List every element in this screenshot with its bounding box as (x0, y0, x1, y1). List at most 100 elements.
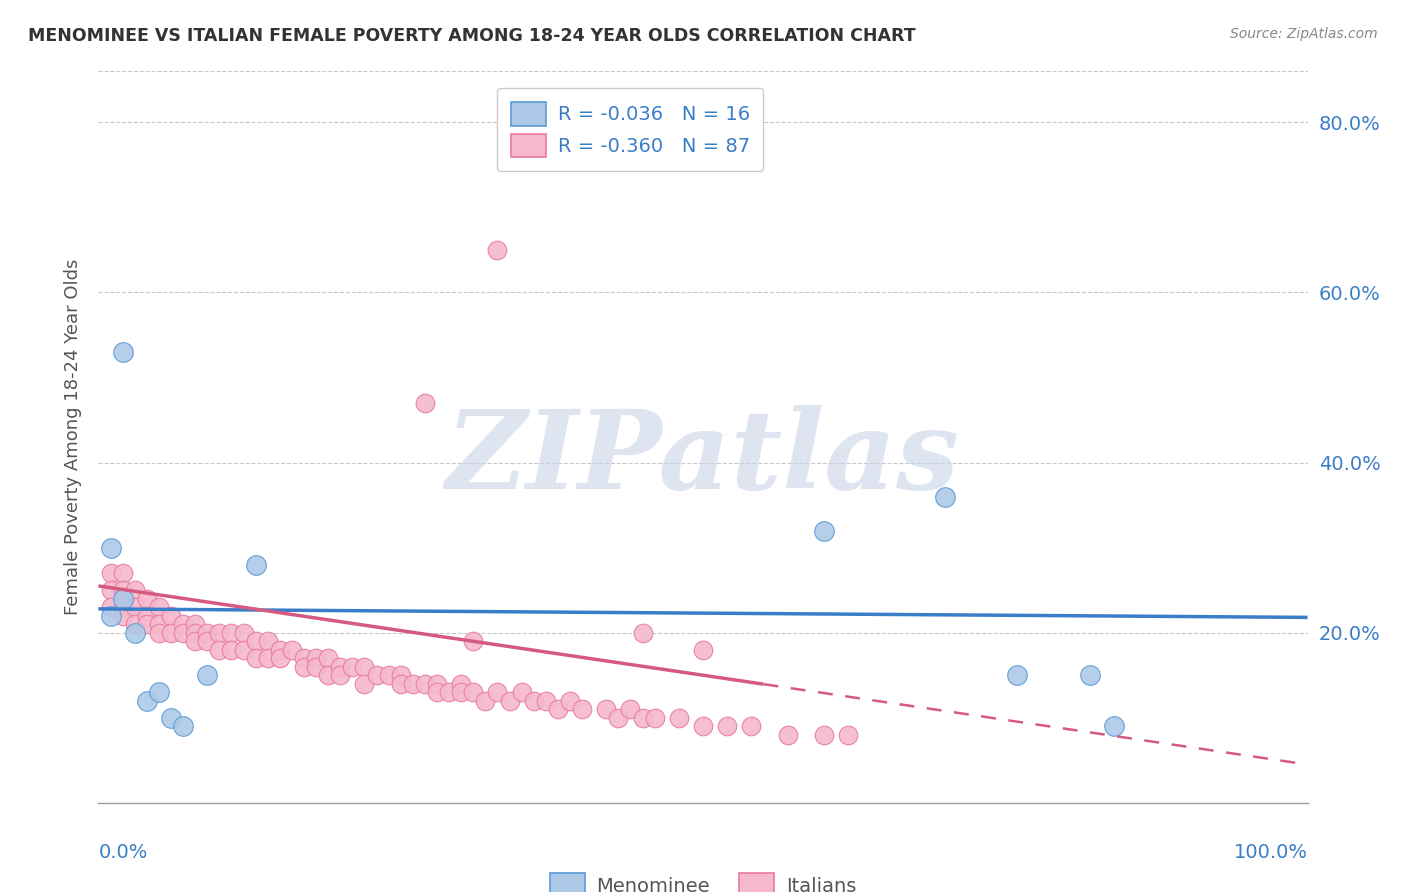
Point (619, 702, 641, 716)
Point (498, 694, 520, 708)
Point (148, 600, 170, 615)
Point (184, 634, 207, 648)
Point (221, 642, 243, 657)
Point (135, 694, 157, 708)
Point (353, 659, 375, 673)
Point (100, 541, 122, 555)
Point (245, 651, 267, 665)
Point (631, 711, 654, 725)
Point (111, 345, 134, 359)
Point (100, 608, 122, 623)
Point (305, 659, 328, 673)
Point (389, 677, 412, 691)
Point (558, 694, 581, 708)
Point (292, 651, 315, 665)
Point (329, 659, 352, 673)
Point (172, 719, 194, 733)
Point (100, 583, 122, 598)
Point (402, 677, 425, 691)
Point (486, 685, 509, 699)
Point (413, 677, 436, 691)
Point (245, 634, 267, 648)
Point (463, 634, 485, 648)
Point (184, 625, 207, 640)
Point (111, 600, 134, 615)
Point (111, 591, 134, 606)
Point (329, 668, 352, 682)
Point (172, 625, 194, 640)
Point (837, 728, 859, 742)
Y-axis label: Female Poverty Among 18-24 Year Olds: Female Poverty Among 18-24 Year Olds (63, 259, 82, 615)
Point (813, 728, 835, 742)
Point (232, 625, 254, 640)
Point (256, 634, 278, 648)
Point (160, 625, 183, 640)
Point (160, 711, 183, 725)
Point (474, 694, 496, 708)
Point (292, 659, 315, 673)
Point (172, 617, 194, 632)
Point (631, 625, 654, 640)
Point (342, 659, 364, 673)
Point (100, 566, 122, 581)
Point (160, 608, 183, 623)
Point (208, 642, 231, 657)
Point (135, 617, 157, 632)
Point (1078, 668, 1101, 682)
Point (534, 694, 557, 708)
Point (377, 668, 399, 682)
Point (111, 566, 134, 581)
Point (256, 651, 278, 665)
Point (269, 651, 291, 665)
Text: Source: ZipAtlas.com: Source: ZipAtlas.com (1230, 27, 1378, 41)
Point (245, 558, 267, 572)
Point (389, 668, 412, 682)
Point (740, 719, 762, 733)
Point (595, 702, 617, 716)
Point (124, 625, 146, 640)
Point (111, 583, 134, 598)
Point (135, 591, 157, 606)
Point (644, 711, 666, 725)
Point (692, 719, 714, 733)
Point (124, 600, 146, 615)
Point (221, 625, 243, 640)
Point (1102, 719, 1125, 733)
Point (523, 694, 546, 708)
Point (111, 608, 134, 623)
Point (316, 668, 339, 682)
Point (716, 719, 738, 733)
Text: MENOMINEE VS ITALIAN FEMALE POVERTY AMONG 18-24 YEAR OLDS CORRELATION CHART: MENOMINEE VS ITALIAN FEMALE POVERTY AMON… (28, 27, 915, 45)
Point (547, 702, 569, 716)
Point (195, 625, 218, 640)
Point (437, 685, 460, 699)
Point (269, 642, 291, 657)
Point (776, 728, 799, 742)
Point (463, 685, 485, 699)
Point (148, 625, 170, 640)
Point (426, 677, 449, 691)
Point (195, 634, 218, 648)
Point (413, 396, 436, 410)
Point (813, 524, 835, 538)
Point (668, 711, 690, 725)
Text: 0.0%: 0.0% (98, 843, 148, 862)
Point (366, 668, 388, 682)
Point (450, 685, 472, 699)
Point (232, 642, 254, 657)
Point (124, 617, 146, 632)
Point (510, 685, 533, 699)
Legend: Menominee, Italians: Menominee, Italians (540, 863, 866, 892)
Point (148, 685, 170, 699)
Point (486, 243, 509, 257)
Point (184, 617, 207, 632)
Point (135, 608, 157, 623)
Point (1007, 668, 1029, 682)
Point (316, 651, 339, 665)
Point (124, 583, 146, 598)
Text: 100.0%: 100.0% (1233, 843, 1308, 862)
Text: ZIPatlas: ZIPatlas (446, 405, 960, 513)
Point (426, 685, 449, 699)
Point (571, 702, 593, 716)
Point (100, 600, 122, 615)
